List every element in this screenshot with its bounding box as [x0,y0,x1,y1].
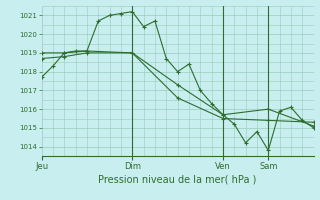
X-axis label: Pression niveau de la mer( hPa ): Pression niveau de la mer( hPa ) [99,175,257,185]
